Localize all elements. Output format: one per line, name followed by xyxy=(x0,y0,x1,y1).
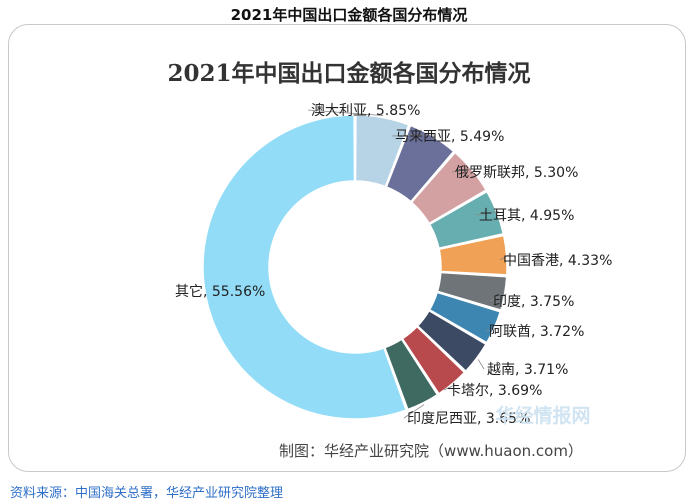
donut-slice xyxy=(383,338,439,411)
donut-slice xyxy=(401,325,466,395)
donut-chart: 2021年中国出口金额各国分布情况 澳大利亚, 5.85% 马来西亚, 5.49%… xyxy=(167,60,612,460)
slice-label: 澳大利亚, 5.85% xyxy=(311,103,420,119)
leader-line xyxy=(391,134,435,137)
chart-title: 2021年中国出口金额各国分布情况 xyxy=(167,60,530,87)
leader-line xyxy=(489,293,507,302)
slice-label: 中国香港, 4.33% xyxy=(503,253,612,269)
leader-line xyxy=(499,254,509,261)
donut-slice xyxy=(410,151,488,225)
donut-slice xyxy=(438,234,508,276)
leader-line xyxy=(403,404,425,419)
source-line: 资料来源：中国海关总署，华经产业研究院整理 xyxy=(10,486,284,501)
leaders-layer xyxy=(307,109,509,419)
donut-slice xyxy=(428,190,505,250)
slice-label: 土耳其, 4.95% xyxy=(479,208,574,224)
donut-slice xyxy=(416,309,487,373)
leader-line xyxy=(477,359,485,370)
watermark-text: 华经情报网 xyxy=(495,404,590,427)
slice-label: 其它, 55.56% xyxy=(175,283,265,300)
slice-label: 马来西亚, 5.49% xyxy=(395,129,504,145)
leader-line xyxy=(475,210,499,216)
donut-slice xyxy=(354,114,410,188)
slice-label: 印度尼西亚, 3.65% xyxy=(407,411,530,427)
slice-label: 阿联酋, 3.72% xyxy=(489,323,584,340)
donut-slice xyxy=(385,124,455,203)
chart-credit: 制图：华经产业研究院（www.huaon.com） xyxy=(279,442,583,460)
donut-slice xyxy=(202,114,408,420)
leader-line xyxy=(485,328,497,332)
slice-label: 印度, 3.75% xyxy=(493,294,574,310)
donut-slice xyxy=(436,271,508,312)
page-heading: 2021年中国出口金额各国分布情况 xyxy=(230,6,468,24)
donut-slice xyxy=(428,291,502,344)
slice-label: 俄罗斯联邦, 5.30% xyxy=(455,165,578,181)
slices-layer xyxy=(202,114,508,420)
chart-frame: 2021年中国出口金额各国分布情况 澳大利亚, 5.85% 马来西亚, 5.49%… xyxy=(8,24,686,472)
labels-layer: 澳大利亚, 5.85% 马来西亚, 5.49% 俄罗斯联邦, 5.30% 土耳其, 4… xyxy=(175,103,612,427)
leader-line xyxy=(443,384,454,391)
slice-label: 卡塔尔, 3.69% xyxy=(447,383,542,399)
slice-label: 越南, 3.71% xyxy=(487,362,568,378)
leader-line xyxy=(451,168,474,173)
leader-line xyxy=(307,109,384,116)
